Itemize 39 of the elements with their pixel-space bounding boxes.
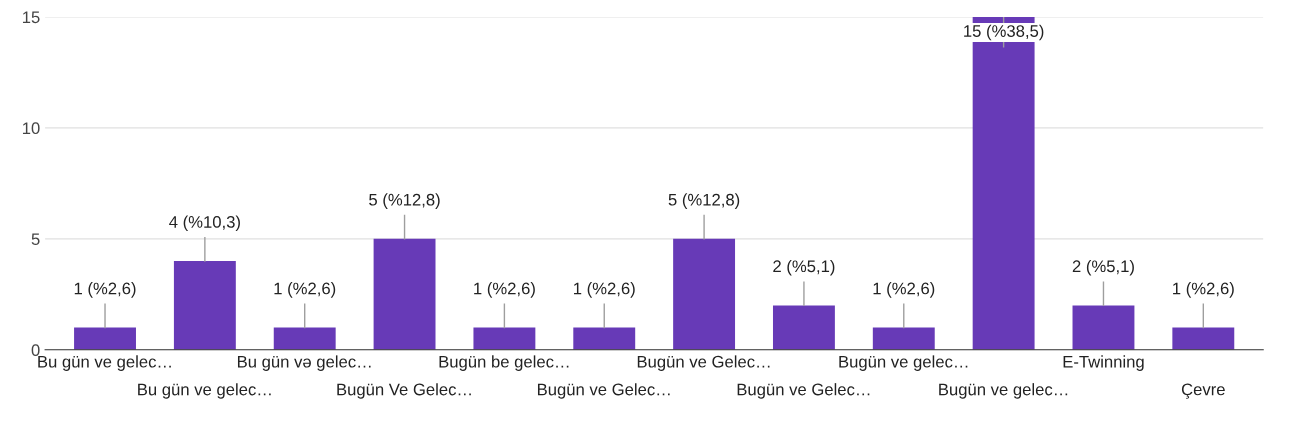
x-tick-label: Bugün ve Gelec… — [537, 383, 670, 399]
data-label: 1 (%2,6) — [873, 282, 935, 298]
x-tick-label: Bugün ve gelec… — [939, 383, 1068, 399]
x-tick-label: Bugün be gelec… — [439, 355, 569, 371]
data-label: 5 (%12,8) — [668, 193, 740, 209]
x-tick-label: Bugün Ve Gelec… — [337, 383, 471, 399]
y-tick-label: 0 — [31, 344, 40, 356]
data-label: 1 (%2,6) — [1173, 282, 1234, 298]
data-label: 1 (%2,6) — [574, 282, 635, 298]
data-label: 1 (%2,6) — [74, 282, 136, 298]
data-label: 4 (%10,3) — [169, 215, 240, 232]
x-tick-label: Bu gün ve gelec… — [138, 383, 271, 399]
bar — [173, 261, 236, 350]
data-label: 5 (%12,8) — [369, 193, 440, 209]
bar — [373, 238, 436, 350]
bar — [273, 327, 336, 350]
x-tick-label: Bu gün və gelec… — [237, 355, 371, 371]
bar — [1072, 305, 1135, 350]
bar — [772, 305, 835, 350]
x-tick-label: Bugün ve gelec… — [839, 355, 968, 371]
bar — [872, 327, 935, 350]
x-tick-label: Bugün ve Gelec… — [737, 383, 870, 399]
x-tick-label: Çevre — [1181, 383, 1225, 399]
x-tick-label: Bugün ve Gelec… — [637, 355, 770, 371]
bar — [74, 327, 136, 350]
data-label: 1 (%2,6) — [474, 282, 535, 298]
x-tick-label: Bu gün ve gelec… — [38, 355, 171, 371]
data-label: 1 (%2,6) — [274, 282, 336, 298]
bar — [573, 327, 636, 350]
data-label: 2 (%5,1) — [1072, 259, 1134, 276]
y-tick-label: 15 — [22, 11, 40, 24]
bar — [473, 327, 536, 350]
bar — [1172, 327, 1235, 350]
bar — [673, 238, 736, 350]
y-tick-label: 5 — [31, 233, 40, 246]
y-tick-label: 10 — [22, 122, 40, 135]
x-tick-label: E-Twinning — [1063, 355, 1144, 371]
data-label: 2 (%5,1) — [773, 259, 835, 276]
data-label: 15 (%38,5) — [964, 24, 1044, 41]
